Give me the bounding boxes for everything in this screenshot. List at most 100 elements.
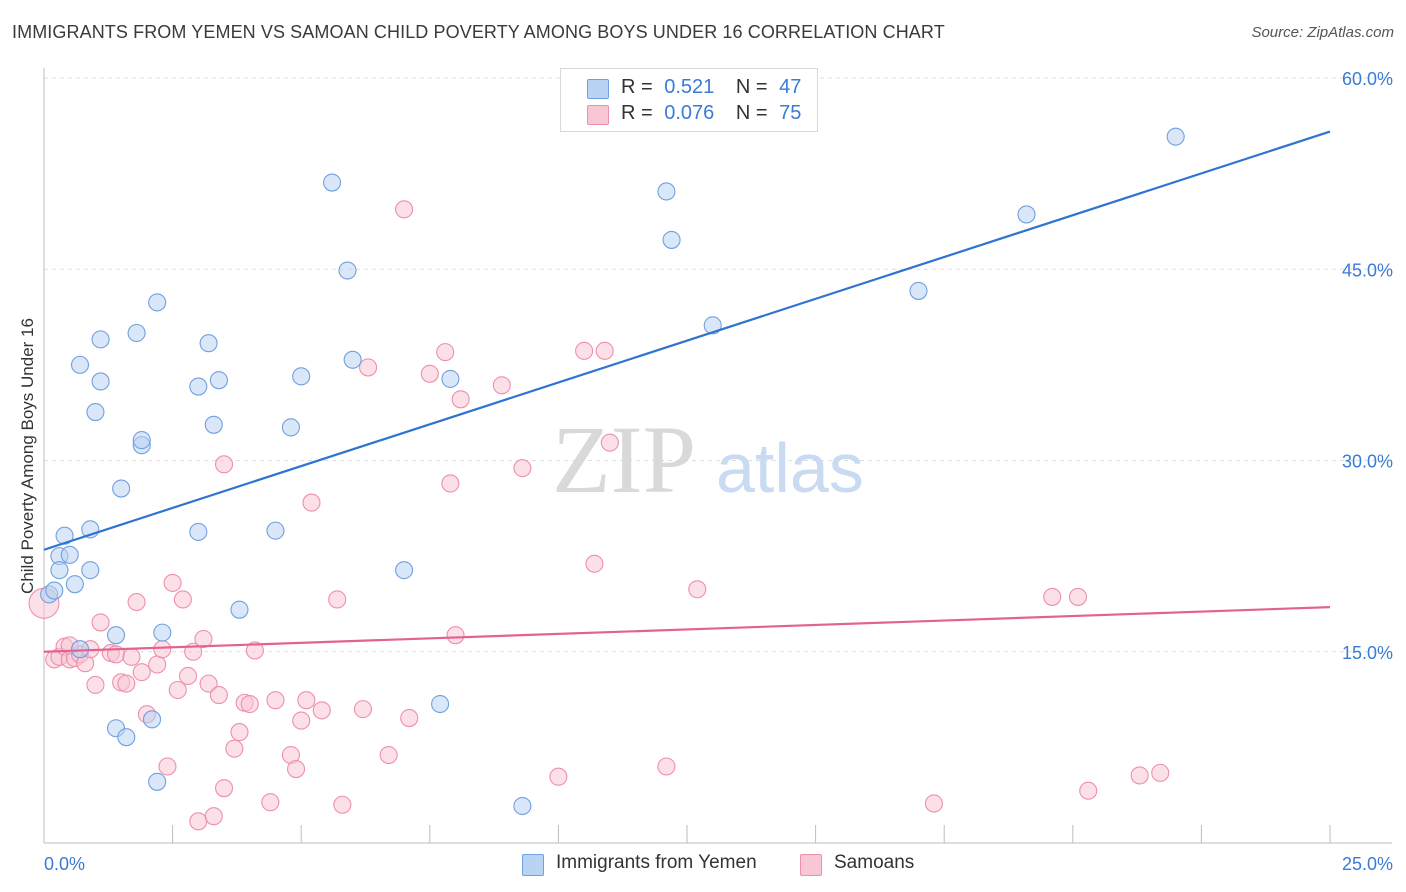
yemen-point — [142, 710, 162, 729]
legend-n-value: 75 — [779, 102, 802, 124]
yemen-point — [199, 334, 218, 353]
samoan-point — [312, 701, 331, 720]
yemen-point — [189, 522, 208, 541]
samoan-point — [122, 647, 141, 666]
samoan-point — [189, 812, 208, 831]
trend-lines — [43, 130, 1331, 653]
yemen-point — [431, 694, 450, 714]
yemen-point — [266, 521, 285, 540]
samoan-point — [575, 341, 594, 360]
samoan-point — [1079, 781, 1098, 800]
legend-n-label: N = — [735, 76, 768, 98]
samoan-point — [446, 626, 465, 645]
legend-label-yemen: Immigrants from Yemen — [556, 852, 757, 873]
x-ticks: 0.0% 25.0% — [43, 825, 1393, 874]
samoan-point — [451, 390, 470, 409]
samoan-point — [178, 666, 198, 686]
yemen-point — [81, 561, 100, 580]
yemen-point — [132, 431, 151, 450]
legend-swatch-yemen — [587, 79, 609, 99]
yemen-point — [127, 323, 146, 343]
samoan-point — [173, 590, 192, 609]
data-points — [28, 127, 1185, 831]
legend-r-label: R = — [621, 102, 653, 124]
yemen-point — [50, 561, 69, 580]
samoan-point — [127, 592, 146, 612]
samoan-point — [400, 708, 419, 728]
samoan-point — [924, 794, 943, 813]
legend-r-label: R = — [621, 76, 653, 98]
legend-label-samoans: Samoans — [834, 852, 915, 873]
yemen-point — [703, 316, 722, 335]
samoan-point — [436, 343, 455, 362]
yemen-point — [86, 402, 105, 422]
samoan-point — [86, 675, 105, 694]
samoan-point — [261, 793, 280, 812]
samoan-point — [297, 691, 316, 710]
legend-n-value: 47 — [779, 76, 802, 98]
yemen-trend-line — [43, 130, 1331, 551]
samoan-point — [214, 779, 234, 798]
yemen-point — [55, 526, 74, 545]
samoan-trend-line — [43, 606, 1331, 653]
yemen-point — [70, 355, 90, 374]
yemen-point — [230, 600, 249, 619]
samoan-point — [225, 739, 244, 758]
samoan-point — [158, 757, 177, 776]
chart-title: IMMIGRANTS FROM YEMEN VS SAMOAN CHILD PO… — [12, 22, 945, 42]
yemen-point — [281, 418, 300, 437]
samoan-point — [395, 200, 414, 219]
x-tick-label: 25.0% — [1342, 854, 1393, 874]
samoan-point — [379, 745, 398, 765]
samoan-point — [153, 640, 172, 659]
samoan-point — [441, 474, 460, 493]
samoan-point — [287, 759, 306, 779]
yemen-point — [65, 575, 84, 594]
samoan-point — [420, 364, 439, 383]
yemen-point — [148, 772, 167, 791]
samoan-point — [353, 700, 372, 719]
samoan-point — [328, 590, 347, 609]
samoan-point — [688, 580, 707, 599]
samoan-point — [132, 663, 151, 682]
samoan-point — [117, 674, 136, 693]
samoan-point — [513, 459, 532, 478]
yemen-point — [657, 182, 676, 201]
legend-swatch-yemen — [522, 854, 544, 876]
legend-swatch-samoans — [800, 854, 822, 876]
samoan-point — [240, 694, 259, 714]
yemen-point — [292, 367, 311, 386]
samoan-point — [595, 341, 614, 360]
samoan-point — [245, 641, 264, 660]
samoan-point — [148, 655, 167, 674]
yemen-point — [343, 350, 362, 369]
correlation-legend: R = 0.521 N = 47 R = 0.076 N = 75 — [560, 68, 818, 132]
yemen-point — [1166, 127, 1185, 146]
samoan-point — [1043, 587, 1062, 606]
watermark-atlas: atlas — [716, 429, 864, 507]
samoan-point — [600, 433, 619, 452]
samoan-point — [199, 674, 218, 693]
yemen-point — [441, 369, 460, 388]
samoan-point — [302, 493, 321, 512]
yemen-point — [45, 581, 64, 600]
y-tick-label: 15.0% — [1342, 643, 1393, 663]
samoan-point — [266, 691, 285, 710]
x-tick-label: 0.0% — [44, 854, 85, 874]
y-tick-label: 45.0% — [1342, 260, 1393, 280]
yemen-point — [909, 281, 928, 300]
samoan-point — [230, 723, 249, 742]
samoan-point — [292, 711, 311, 730]
yemen-point — [91, 330, 110, 349]
yemen-point — [112, 479, 131, 498]
samoan-point — [214, 455, 234, 474]
samoan-point — [168, 680, 187, 700]
zipatlas-watermark: ZIP atlas — [552, 406, 864, 513]
samoan-point — [1130, 766, 1149, 785]
yemen-point — [189, 377, 208, 396]
samoan-point — [549, 767, 568, 786]
yemen-point — [338, 261, 357, 280]
yemen-point — [91, 372, 110, 391]
samoan-point — [333, 795, 352, 814]
